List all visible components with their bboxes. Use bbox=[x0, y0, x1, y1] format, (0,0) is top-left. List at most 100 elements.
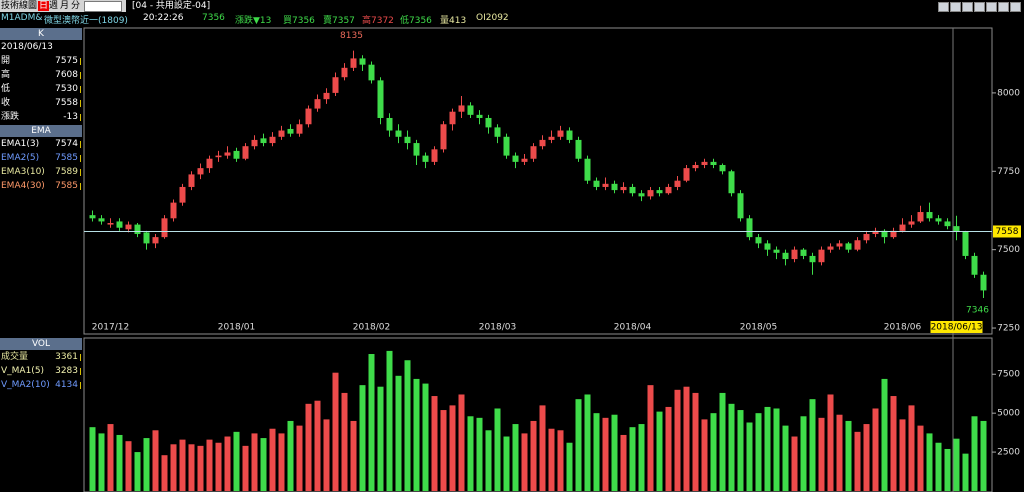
candle-body bbox=[152, 237, 159, 244]
low-annotation: 7346 bbox=[966, 305, 989, 315]
label: EMA2(5) bbox=[1, 153, 40, 163]
volume-bar bbox=[125, 441, 132, 491]
label: 開 bbox=[1, 56, 11, 66]
volume-bar bbox=[107, 424, 114, 491]
x-tick-label: 2017/12 bbox=[92, 323, 129, 333]
x-tick-label: 2018/02 bbox=[353, 323, 390, 333]
volume-bar bbox=[647, 385, 654, 491]
y-tick-label: 8000 bbox=[997, 88, 1020, 98]
candle-body bbox=[872, 230, 879, 234]
volume-bar bbox=[818, 417, 825, 491]
volume-bar bbox=[359, 385, 366, 491]
candle-body bbox=[665, 186, 672, 194]
candle-body bbox=[467, 105, 474, 115]
window-button[interactable] bbox=[950, 2, 961, 12]
window-button[interactable] bbox=[1010, 2, 1021, 12]
quote-time: 20:22:26 bbox=[143, 13, 184, 23]
volume-bar bbox=[953, 438, 960, 491]
value: 7530 bbox=[55, 84, 81, 94]
volume-bar bbox=[521, 433, 528, 491]
value: 7585 bbox=[55, 153, 81, 163]
candle-body bbox=[350, 58, 357, 68]
dropdown[interactable] bbox=[84, 1, 122, 12]
candle-body bbox=[404, 136, 411, 144]
candle-body bbox=[602, 183, 609, 187]
volume-bar bbox=[287, 420, 294, 491]
volume-bar bbox=[116, 434, 123, 491]
candle-body bbox=[575, 139, 582, 159]
window-button[interactable] bbox=[998, 2, 1009, 12]
volume-bar bbox=[206, 439, 213, 491]
volume-bar bbox=[233, 431, 240, 491]
window-button[interactable] bbox=[974, 2, 985, 12]
y-tick-label: 2500 bbox=[997, 448, 1020, 458]
volume-bar bbox=[674, 389, 681, 491]
tab[interactable]: 分 bbox=[71, 1, 81, 11]
candle-body bbox=[809, 255, 816, 263]
volume-bar bbox=[260, 438, 267, 491]
volume-bar bbox=[575, 399, 582, 491]
window-button[interactable] bbox=[962, 2, 973, 12]
candle-body bbox=[638, 193, 645, 197]
candle-body bbox=[935, 218, 942, 222]
candle-body bbox=[440, 124, 447, 150]
candle-body bbox=[386, 117, 393, 131]
volume-bar bbox=[98, 433, 105, 491]
volume-bar bbox=[782, 425, 789, 491]
candle-body bbox=[944, 221, 951, 227]
volume-bar bbox=[557, 430, 564, 491]
x-tick-label: 2018/04 bbox=[614, 323, 652, 333]
high-annotation: 8135 bbox=[340, 31, 363, 41]
candle-body bbox=[170, 202, 177, 219]
candle-body bbox=[701, 161, 708, 166]
value: 7589 bbox=[55, 167, 81, 177]
volume-bar bbox=[422, 383, 429, 491]
volume-bar bbox=[854, 431, 861, 491]
tab[interactable]: 週 bbox=[49, 1, 59, 11]
volume-bar bbox=[251, 433, 258, 491]
k-row: 高 7608 bbox=[0, 68, 82, 82]
volume-bar bbox=[494, 408, 501, 491]
candle-body bbox=[890, 230, 897, 238]
candle-body bbox=[719, 165, 726, 172]
volume-bar bbox=[458, 394, 465, 491]
k-row: 低 7530 bbox=[0, 82, 82, 96]
candle-body bbox=[512, 155, 519, 162]
volume-bar bbox=[395, 375, 402, 491]
volume-bar bbox=[845, 420, 852, 491]
volume-bar bbox=[143, 438, 150, 491]
window-button[interactable] bbox=[986, 2, 997, 12]
quote-high: 高7372 bbox=[362, 16, 394, 26]
volume-bar bbox=[863, 424, 870, 491]
candle-body bbox=[89, 215, 96, 219]
volume-bar bbox=[278, 433, 285, 491]
price-label-box bbox=[993, 225, 1021, 238]
candle-body bbox=[341, 67, 348, 78]
value: 7585 bbox=[55, 181, 81, 191]
candle-body bbox=[899, 224, 906, 231]
volume-bar bbox=[413, 378, 420, 491]
candle-body bbox=[764, 243, 771, 250]
candle-body bbox=[143, 232, 150, 244]
volume-bar bbox=[737, 410, 744, 491]
volume-bar bbox=[881, 378, 888, 491]
volume-bar bbox=[791, 436, 798, 491]
candle-body bbox=[791, 249, 798, 260]
value: -13 bbox=[63, 112, 81, 122]
tab[interactable]: 月 bbox=[60, 1, 70, 11]
candle-body bbox=[269, 136, 276, 144]
window-button[interactable] bbox=[938, 2, 949, 12]
value: 7558 bbox=[55, 98, 81, 108]
volume-bar bbox=[944, 448, 951, 491]
candle-body bbox=[494, 127, 501, 137]
candle-body bbox=[359, 58, 366, 65]
volume-bar bbox=[485, 430, 492, 491]
volume-bar bbox=[809, 399, 816, 491]
setting-label[interactable]: [04 - 共用設定-04] bbox=[132, 1, 211, 11]
volume-bar bbox=[503, 436, 510, 491]
volume-bar bbox=[467, 416, 474, 491]
volume-bar bbox=[755, 413, 762, 491]
candle-body bbox=[782, 252, 789, 260]
tab[interactable]: 日 bbox=[38, 1, 50, 11]
volume-bar bbox=[530, 420, 537, 491]
